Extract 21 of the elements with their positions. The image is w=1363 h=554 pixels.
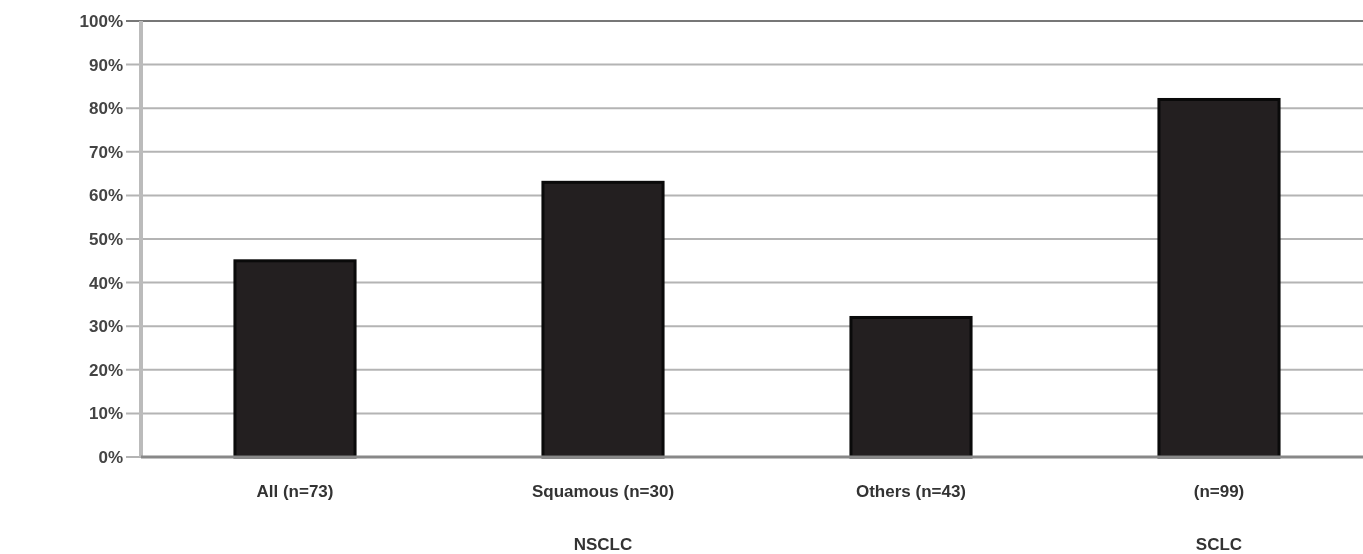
- x-tick-label: (n=99): [1193, 482, 1245, 501]
- x-tick-label: All (n=73): [256, 482, 334, 501]
- bar: [233, 259, 357, 459]
- y-tick-label: 20%: [88, 360, 123, 380]
- y-tick-label: 50%: [88, 229, 123, 249]
- y-tick-label: 80%: [88, 99, 123, 119]
- bar: [541, 180, 665, 459]
- x-tick-label: Squamous (n=30): [531, 482, 675, 501]
- bar: [1157, 97, 1281, 459]
- y-tick-label: 30%: [88, 317, 123, 337]
- y-tick-label: 10%: [88, 404, 123, 424]
- y-tick-label: 60%: [88, 186, 123, 206]
- y-tick-label: 40%: [88, 273, 123, 293]
- text: SCLC: [1195, 535, 1243, 554]
- bar: [849, 315, 973, 459]
- x-tick-label: Others (n=43): [855, 482, 967, 501]
- text: NSCLC: [573, 535, 633, 554]
- y-tick-label: 70%: [88, 142, 123, 162]
- y-tick-label: 90%: [88, 55, 123, 75]
- y-tick-label: 100%: [79, 11, 123, 31]
- y-tick-label: 0%: [98, 447, 123, 467]
